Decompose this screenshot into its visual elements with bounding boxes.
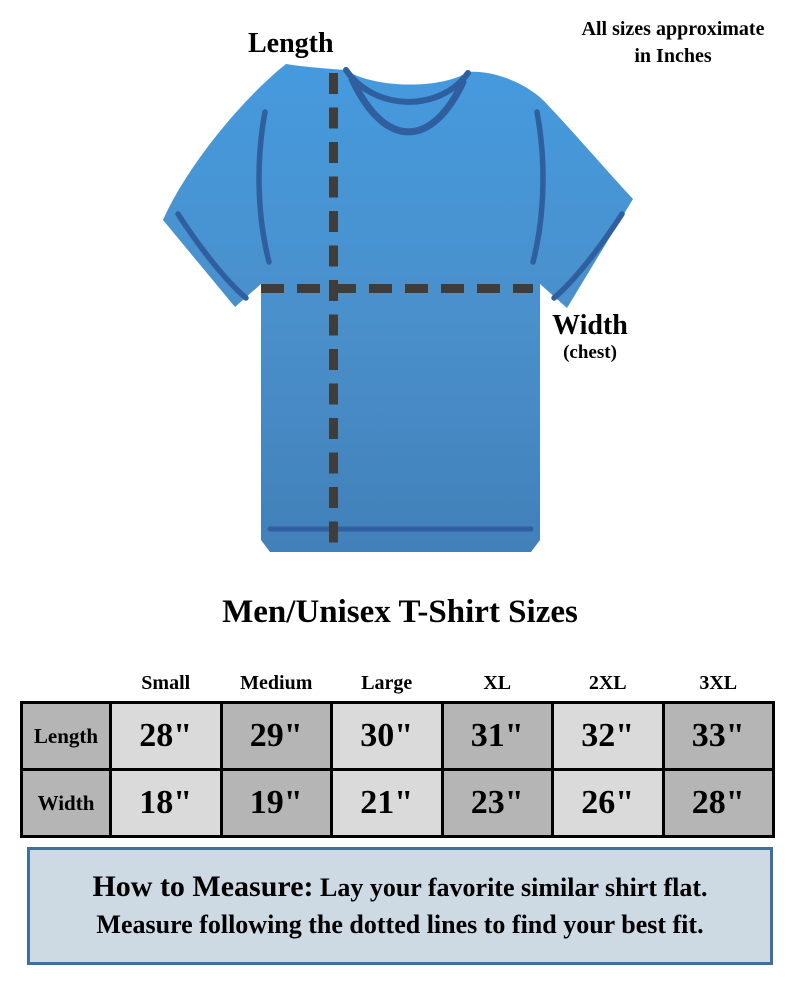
row-label-length: Length [20, 701, 112, 771]
how-to-measure-line1: How to Measure: Lay your favorite simila… [92, 872, 707, 903]
column-header-xl: XL [483, 672, 512, 694]
cell-width-small: 18" [109, 768, 223, 838]
width-measurement-label: Width [552, 310, 628, 341]
cell-length-large: 30" [330, 701, 444, 771]
sizes-approximate-note-line1: All sizes approximate [581, 18, 765, 40]
column-header-3xl: 3XL [699, 672, 738, 694]
cell-length-medium: 29" [219, 701, 333, 771]
cell-length-3xl: 33" [661, 701, 775, 771]
how-to-measure-box: How to Measure: Lay your favorite simila… [27, 847, 773, 965]
column-header-large: Large [361, 672, 413, 694]
left-armhole-seam [256, 109, 272, 265]
cell-width-3xl: 28" [661, 768, 775, 838]
collar-inner-curve [348, 75, 467, 136]
table-row-width: Width 18" 19" 21" 23" 26" 28" [20, 768, 775, 838]
sizes-approximate-note: All sizes approximate in Inches [553, 16, 793, 70]
width-measurement-label-group: Width (chest) [540, 310, 640, 363]
page-title: Men/Unisex T-Shirt Sizes [222, 594, 578, 630]
left-cuff-seam [175, 211, 249, 301]
column-header-medium: Medium [240, 672, 313, 694]
right-cuff-seam [551, 211, 625, 301]
sizes-approximate-note-line2: in Inches [634, 45, 712, 67]
table-row-length: Length 28" 29" 30" 31" 32" 33" [20, 701, 775, 771]
column-header-2xl: 2XL [588, 672, 627, 694]
width-chest-sublabel: (chest) [563, 342, 617, 363]
how-to-measure-text1: Lay your favorite similar shirt flat. [320, 873, 708, 902]
right-armhole-seam [530, 109, 546, 265]
table-corner-cell [22, 651, 111, 703]
cell-width-large: 21" [330, 768, 444, 838]
size-table: Small Medium Large XL 2XL 3XL Length 28"… [20, 651, 775, 838]
how-to-measure-title: How to Measure: [92, 870, 314, 903]
length-measurement-label: Length [248, 28, 334, 59]
cell-length-2xl: 32" [551, 701, 665, 771]
tshirt-body-shape [163, 64, 633, 552]
cell-width-medium: 19" [219, 768, 333, 838]
column-header-small: Small [141, 672, 191, 694]
how-to-measure-line2: Measure following the dotted lines to fi… [96, 910, 704, 939]
row-label-width: Width [20, 768, 112, 838]
size-table-header-row: Small Medium Large XL 2XL 3XL [22, 651, 774, 703]
tshirt-illustration [163, 64, 633, 553]
cell-width-xl: 23" [440, 768, 554, 838]
cell-length-xl: 31" [440, 701, 554, 771]
cell-width-2xl: 26" [551, 768, 665, 838]
cell-length-small: 28" [109, 701, 223, 771]
